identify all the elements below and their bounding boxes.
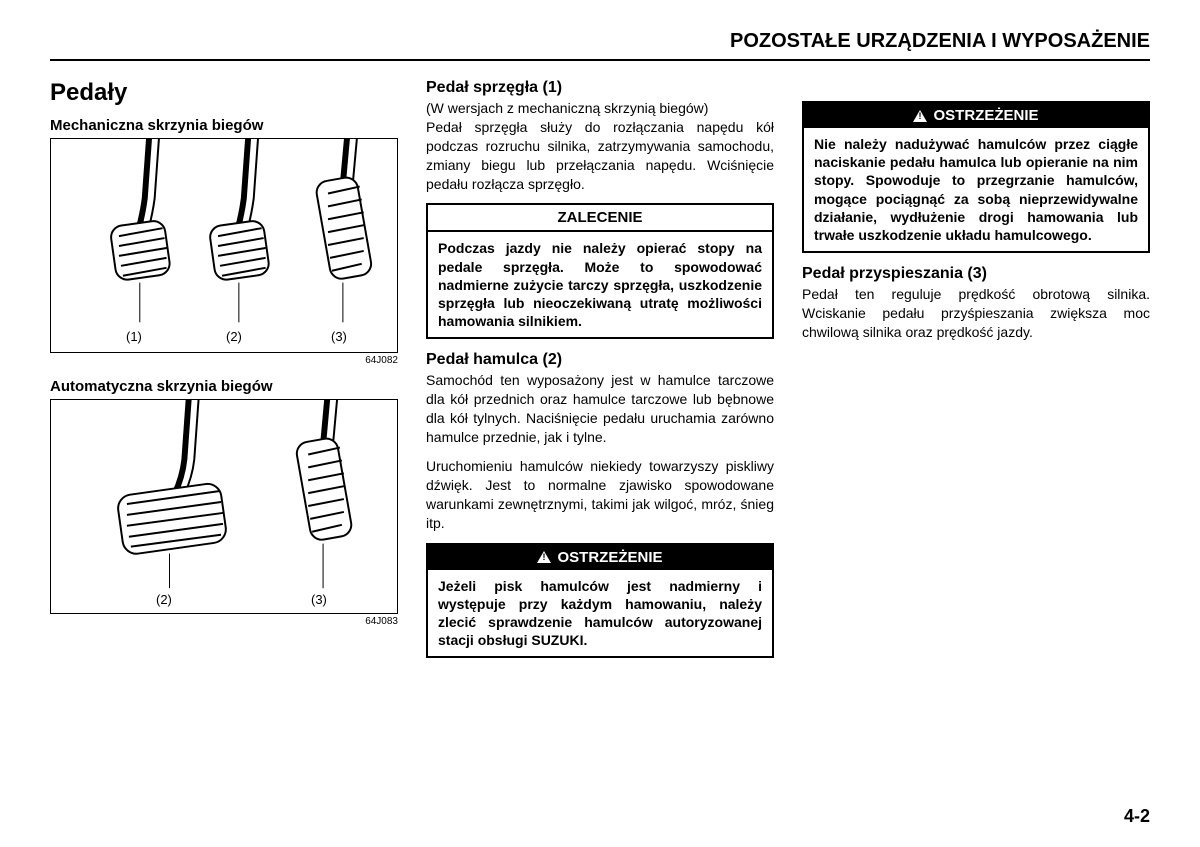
- brake-description-2: Uruchomieniu hamulców niekiedy towarzysz…: [426, 457, 774, 533]
- warning-1-title: OSTRZEŻENIE: [557, 549, 662, 566]
- accelerator-heading: Pedał przyspieszania (3): [802, 265, 1150, 283]
- accelerator-description: Pedał ten reguluje prędkość obrotową sil…: [802, 285, 1150, 342]
- fig1-label-1: (1): [126, 329, 142, 344]
- figure-manual-gearbox: (1) (2) (3): [50, 138, 398, 353]
- fig2-code: 64J083: [50, 616, 398, 627]
- recommendation-body: Podczas jazdy nie należy opierać stopy n…: [428, 232, 772, 337]
- clutch-description: Pedał sprzęgła służy do rozłączania napę…: [426, 118, 774, 194]
- warning-icon: [913, 110, 927, 122]
- fig1-code: 64J082: [50, 355, 398, 366]
- column-2: Pedał sprzęgła (1) (W wersjach z mechani…: [426, 79, 774, 670]
- main-title: Pedały: [50, 79, 398, 107]
- brake-description-1: Samochód ten wyposażony jest w hamulce t…: [426, 371, 774, 447]
- recommendation-header: ZALECENIE: [428, 205, 772, 232]
- warning-2-body: Nie należy nadużywać hamulców przez ciąg…: [804, 128, 1148, 251]
- clutch-pedal-heading: Pedał sprzęgła (1): [426, 79, 774, 97]
- page-header: POZOSTAŁE URZĄDZENIA I WYPOSAŻENIE: [50, 30, 1150, 61]
- recommendation-box: ZALECENIE Podczas jazdy nie należy opier…: [426, 203, 774, 339]
- warning-icon: [537, 551, 551, 563]
- content-columns: Pedały Mechaniczna skrzynia biegów: [50, 79, 1150, 670]
- warning-2-header: OSTRZEŻENIE: [804, 103, 1148, 128]
- fig2-title: Automatyczna skrzynia biegów: [50, 378, 398, 395]
- column-3: OSTRZEŻENIE Nie należy nadużywać hamulcó…: [802, 79, 1150, 670]
- warning-1-body: Jeżeli pisk hamulców jest nadmierny i wy…: [428, 570, 772, 657]
- fig1-label-3: (3): [331, 329, 347, 344]
- warning-box-1: OSTRZEŻENIE Jeżeli pisk hamulców jest na…: [426, 543, 774, 659]
- column-1: Pedały Mechaniczna skrzynia biegów: [50, 79, 398, 670]
- fig2-label-2: (2): [156, 592, 172, 607]
- fig1-title: Mechaniczna skrzynia biegów: [50, 117, 398, 134]
- warning-box-2: OSTRZEŻENIE Nie należy nadużywać hamulcó…: [802, 101, 1150, 253]
- fig2-label-3: (3): [311, 592, 327, 607]
- fig1-label-2: (2): [226, 329, 242, 344]
- warning-1-header: OSTRZEŻENIE: [428, 545, 772, 570]
- figure-auto-gearbox: (2) (3): [50, 399, 398, 614]
- clutch-note: (W wersjach z mechaniczną skrzynią biegó…: [426, 99, 774, 118]
- warning-2-title: OSTRZEŻENIE: [933, 107, 1038, 124]
- page-number: 4-2: [1124, 806, 1150, 827]
- brake-pedal-heading: Pedał hamulca (2): [426, 351, 774, 369]
